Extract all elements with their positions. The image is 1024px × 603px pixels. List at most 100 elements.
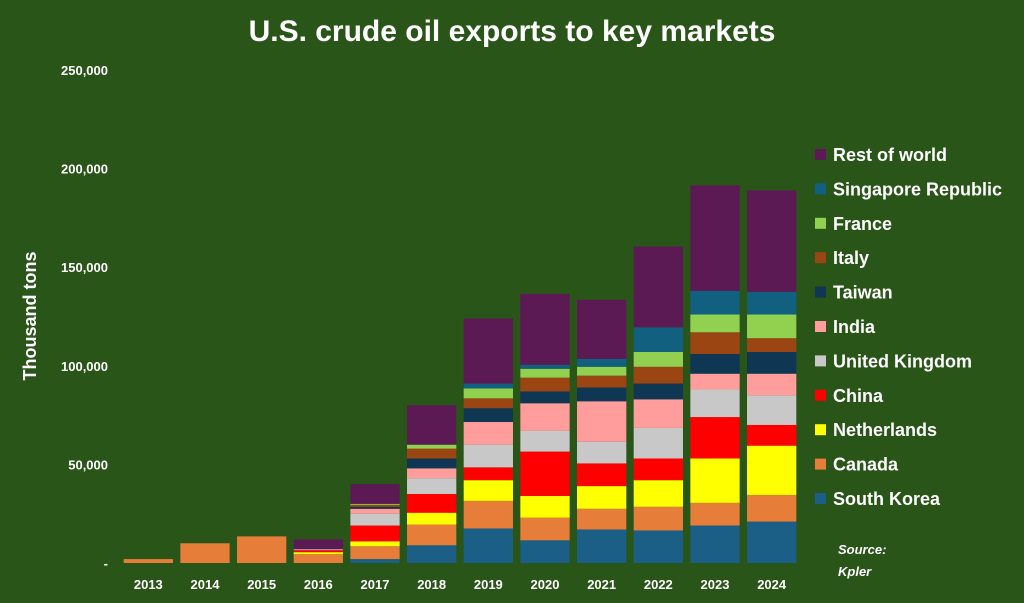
legend-item: Canada: [815, 455, 899, 475]
legend-swatch: [815, 149, 826, 160]
bar-segment: [633, 480, 683, 507]
bar-segment: [633, 506, 683, 531]
bar-segment: [690, 458, 740, 503]
legend-label: Netherlands: [833, 420, 937, 440]
bar-segment: [407, 405, 457, 445]
x-tick-label: 2019: [474, 577, 503, 592]
legend-swatch: [815, 458, 826, 470]
legend-swatch: [815, 286, 826, 298]
legend-label: India: [833, 317, 876, 337]
bar-segment: [463, 318, 513, 384]
y-axis-label: Thousand tons: [20, 252, 40, 381]
x-tick-label: 2018: [417, 577, 446, 592]
bar-segment: [520, 517, 570, 541]
bar-segment: [293, 539, 343, 550]
legend-item: Netherlands: [815, 420, 937, 440]
chart-title: U.S. crude oil exports to key markets: [249, 15, 776, 48]
source-label: Source:: [838, 542, 886, 557]
legend-label: China: [833, 386, 884, 406]
bar-segment: [237, 536, 287, 563]
bar-segment: [633, 383, 683, 400]
bar-segment: [577, 375, 627, 388]
bar-segment: [747, 373, 797, 396]
bar-segment: [407, 478, 457, 494]
legend-item: Rest of world: [815, 145, 947, 165]
bar-segment: [747, 291, 797, 315]
legend-item: United Kingdom: [815, 351, 972, 371]
legend-label: Rest of world: [833, 145, 947, 165]
x-tick-label: 2024: [757, 577, 787, 592]
bar-segment: [633, 458, 683, 481]
bar-segment: [520, 293, 570, 365]
bar-segment: [690, 502, 740, 526]
bar-segment: [520, 403, 570, 431]
bars: [123, 185, 797, 563]
bar-segment: [690, 373, 740, 390]
legend-swatch: [815, 217, 826, 229]
bar-segment: [520, 368, 570, 378]
bar-segment: [577, 366, 627, 376]
y-tick-label: 100,000: [61, 359, 108, 374]
x-tick-label: 2021: [587, 577, 616, 592]
y-tick-label: 250,000: [61, 63, 108, 78]
legend-item: Taiwan: [815, 283, 893, 303]
legend-swatch: [815, 389, 826, 401]
legend-swatch: [815, 424, 826, 436]
bar-segment: [520, 377, 570, 392]
bar-segment: [180, 543, 230, 563]
bar-segment: [463, 480, 513, 501]
legend-swatch: [815, 321, 826, 332]
x-tick-label: 2013: [134, 577, 163, 592]
bar-segment: [577, 299, 627, 359]
bar-segment: [123, 559, 173, 563]
bar-segment: [407, 458, 457, 469]
bar-segment: [463, 528, 513, 563]
bar-segment: [407, 493, 457, 513]
bar-segment: [577, 529, 627, 563]
bar-segment: [690, 417, 740, 459]
bar-segment: [577, 463, 627, 487]
source-name: Kpler: [838, 564, 872, 579]
x-tick-label: 2016: [304, 577, 333, 592]
x-tick-label: 2023: [701, 577, 730, 592]
bar-segment: [350, 503, 400, 505]
bar-segment: [577, 441, 627, 464]
legend-swatch: [815, 252, 826, 264]
legend: Rest of world Singapore Republic France Ita…: [815, 145, 1002, 509]
bar-segment: [747, 314, 797, 339]
bar-segment: [407, 444, 457, 449]
bar-segment: [633, 427, 683, 459]
bar-segment: [577, 401, 627, 442]
legend-label: Italy: [833, 248, 869, 268]
legend-label: Canada: [833, 455, 899, 475]
legend-swatch: [815, 355, 826, 367]
bar-segment: [633, 530, 683, 563]
bar-segment: [690, 314, 740, 333]
bar-segment: [633, 246, 683, 328]
bar-segment: [747, 190, 797, 292]
legend-item: Singapore Republic: [815, 179, 1002, 199]
bar-segment: [747, 395, 797, 425]
bar-segment: [293, 552, 343, 555]
legend-label: Singapore Republic: [833, 179, 1002, 199]
bar-segment: [633, 351, 683, 367]
bar-segment: [633, 327, 683, 352]
bar-segment: [293, 549, 343, 551]
y-tick-label: 150,000: [61, 260, 108, 275]
x-tick-label: 2022: [644, 577, 673, 592]
bar-segment: [350, 504, 400, 507]
bar-segment: [407, 468, 457, 479]
bar-segment: [350, 513, 400, 526]
bar-segment: [747, 424, 797, 446]
bar-segment: [690, 389, 740, 418]
bar-segment: [293, 554, 343, 563]
bar-segment: [747, 494, 797, 522]
y-tick-label: 200,000: [61, 162, 108, 177]
bar-segment: [747, 338, 797, 352]
x-tick-label: 2014: [191, 577, 221, 592]
bar-segment: [520, 495, 570, 518]
bar-segment: [350, 508, 400, 514]
bar-segment: [293, 550, 343, 553]
bar-segment: [407, 524, 457, 546]
